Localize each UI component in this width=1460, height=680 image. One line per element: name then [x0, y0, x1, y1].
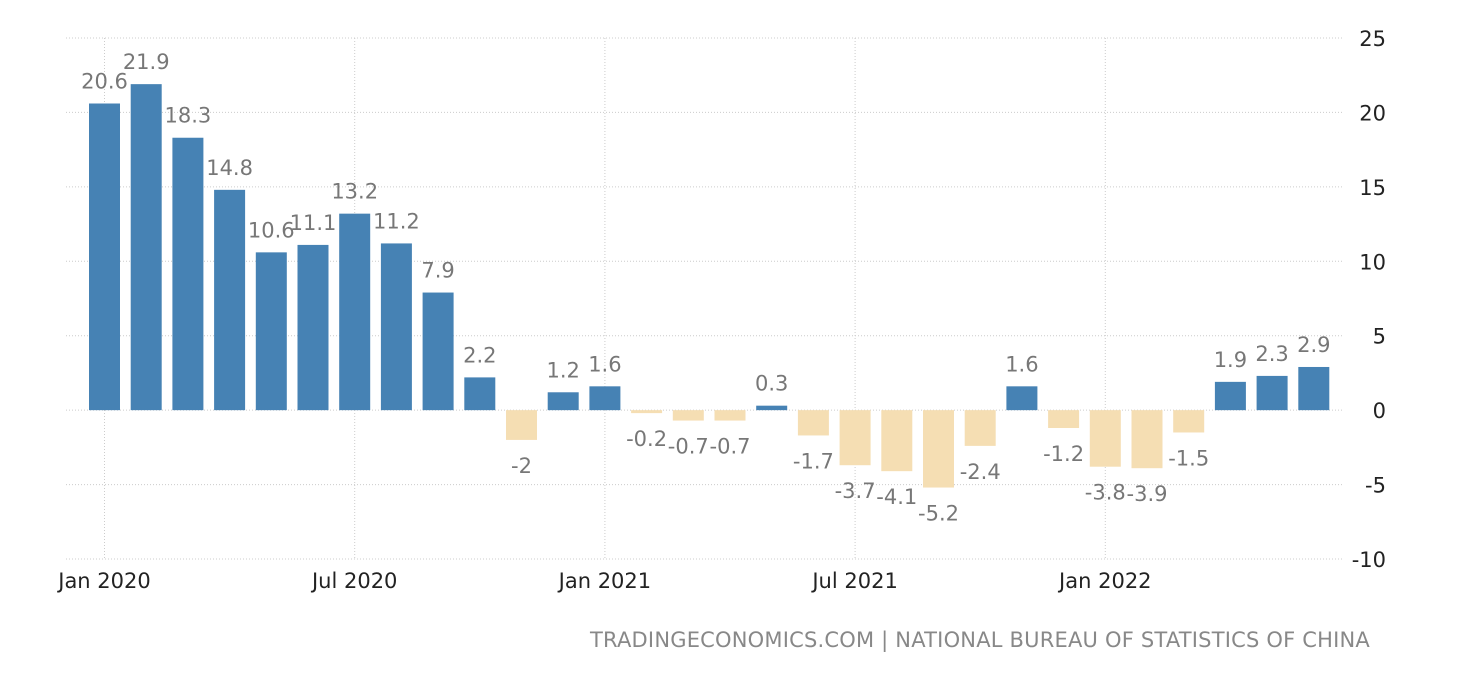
data-label: -4.1: [876, 485, 917, 509]
data-label-layer: 20.621.9 18.3 14.8 10.611.1 13.2 11.2 7.9 2.2 -2…: [81, 50, 1330, 525]
bar: [1048, 410, 1080, 429]
data-label: -3.8: [1085, 481, 1126, 505]
x-tick-label: Jan 2020: [56, 569, 151, 593]
bar: [589, 386, 621, 411]
data-label: -5.2: [918, 502, 959, 526]
data-label: -0.7: [710, 435, 751, 459]
data-label: 7.9: [421, 259, 454, 283]
data-label: 2.2: [463, 343, 496, 367]
bar: [1173, 410, 1205, 433]
bar: [881, 410, 913, 472]
data-label: 1.6: [588, 352, 621, 376]
data-label: 13.2: [331, 180, 378, 204]
data-label: 2.9: [1297, 333, 1330, 357]
bar: [714, 410, 746, 421]
bar: [1131, 410, 1163, 469]
bar: [422, 292, 454, 411]
data-label: 1.6: [1005, 352, 1038, 376]
bar: [1256, 375, 1288, 411]
bar: [923, 410, 954, 488]
y-tick-label: 5: [1373, 325, 1386, 349]
data-label: -3.7: [835, 479, 876, 503]
y-tick-label: -10: [1352, 548, 1386, 572]
data-label: 10.6: [248, 218, 295, 242]
bar: [297, 244, 329, 411]
axis-layer: 25 20 15 10 5 0 -5 -10 Jan 2020 Jul 2020 Jan 2021 J…: [56, 27, 1386, 593]
data-label: -1.2: [1043, 442, 1084, 466]
data-label: -2.4: [960, 460, 1001, 484]
data-label: -3.9: [1127, 482, 1168, 506]
data-label: -0.7: [668, 435, 709, 459]
bar: [1298, 366, 1330, 411]
bar: [214, 189, 246, 411]
bar: [89, 103, 120, 411]
bar: [380, 243, 412, 411]
data-label: -2: [511, 454, 532, 478]
y-tick-label: -5: [1365, 474, 1386, 498]
y-tick-label: 25: [1359, 27, 1386, 51]
bar: [464, 377, 496, 411]
bar: [631, 410, 663, 414]
data-label: 21.9: [123, 50, 170, 74]
data-label: -1.5: [1168, 446, 1209, 470]
data-label: 1.2: [546, 358, 579, 382]
x-tick-label: Jan 2021: [557, 569, 652, 593]
bar: [839, 410, 871, 466]
data-label: -0.2: [626, 427, 667, 451]
y-tick-label: 0: [1373, 399, 1386, 423]
data-label: 11.1: [290, 211, 337, 235]
data-label: 0.3: [755, 372, 788, 396]
data-label: 18.3: [165, 104, 212, 128]
bar: [339, 213, 371, 411]
x-tick-label: Jul 2021: [810, 569, 897, 593]
bar: [130, 84, 162, 411]
bar: [797, 410, 829, 436]
data-label: 2.3: [1255, 342, 1288, 366]
data-label: 1.9: [1214, 348, 1247, 372]
bar: [1089, 410, 1121, 467]
bar: [964, 410, 996, 446]
x-tick-label: Jan 2022: [1057, 569, 1152, 593]
data-label: 14.8: [206, 156, 253, 180]
bar-layer: [89, 84, 1330, 488]
bar: [255, 252, 287, 411]
y-tick-label: 20: [1359, 101, 1386, 125]
bar: [172, 137, 204, 411]
bar: [756, 405, 788, 411]
y-tick-label: 15: [1359, 176, 1386, 200]
x-tick-label: Jul 2020: [310, 569, 397, 593]
y-tick-label: 10: [1359, 250, 1386, 274]
data-label: -1.7: [793, 449, 834, 473]
bar: [1006, 386, 1038, 411]
bar: [672, 410, 704, 421]
data-label: 11.2: [373, 209, 420, 233]
bar: [1214, 381, 1246, 411]
bar: [547, 392, 579, 411]
source-attribution: TRADINGECONOMICS.COM | NATIONAL BUREAU O…: [590, 628, 1370, 652]
data-label: 20.6: [81, 69, 128, 93]
bar: [506, 410, 537, 440]
